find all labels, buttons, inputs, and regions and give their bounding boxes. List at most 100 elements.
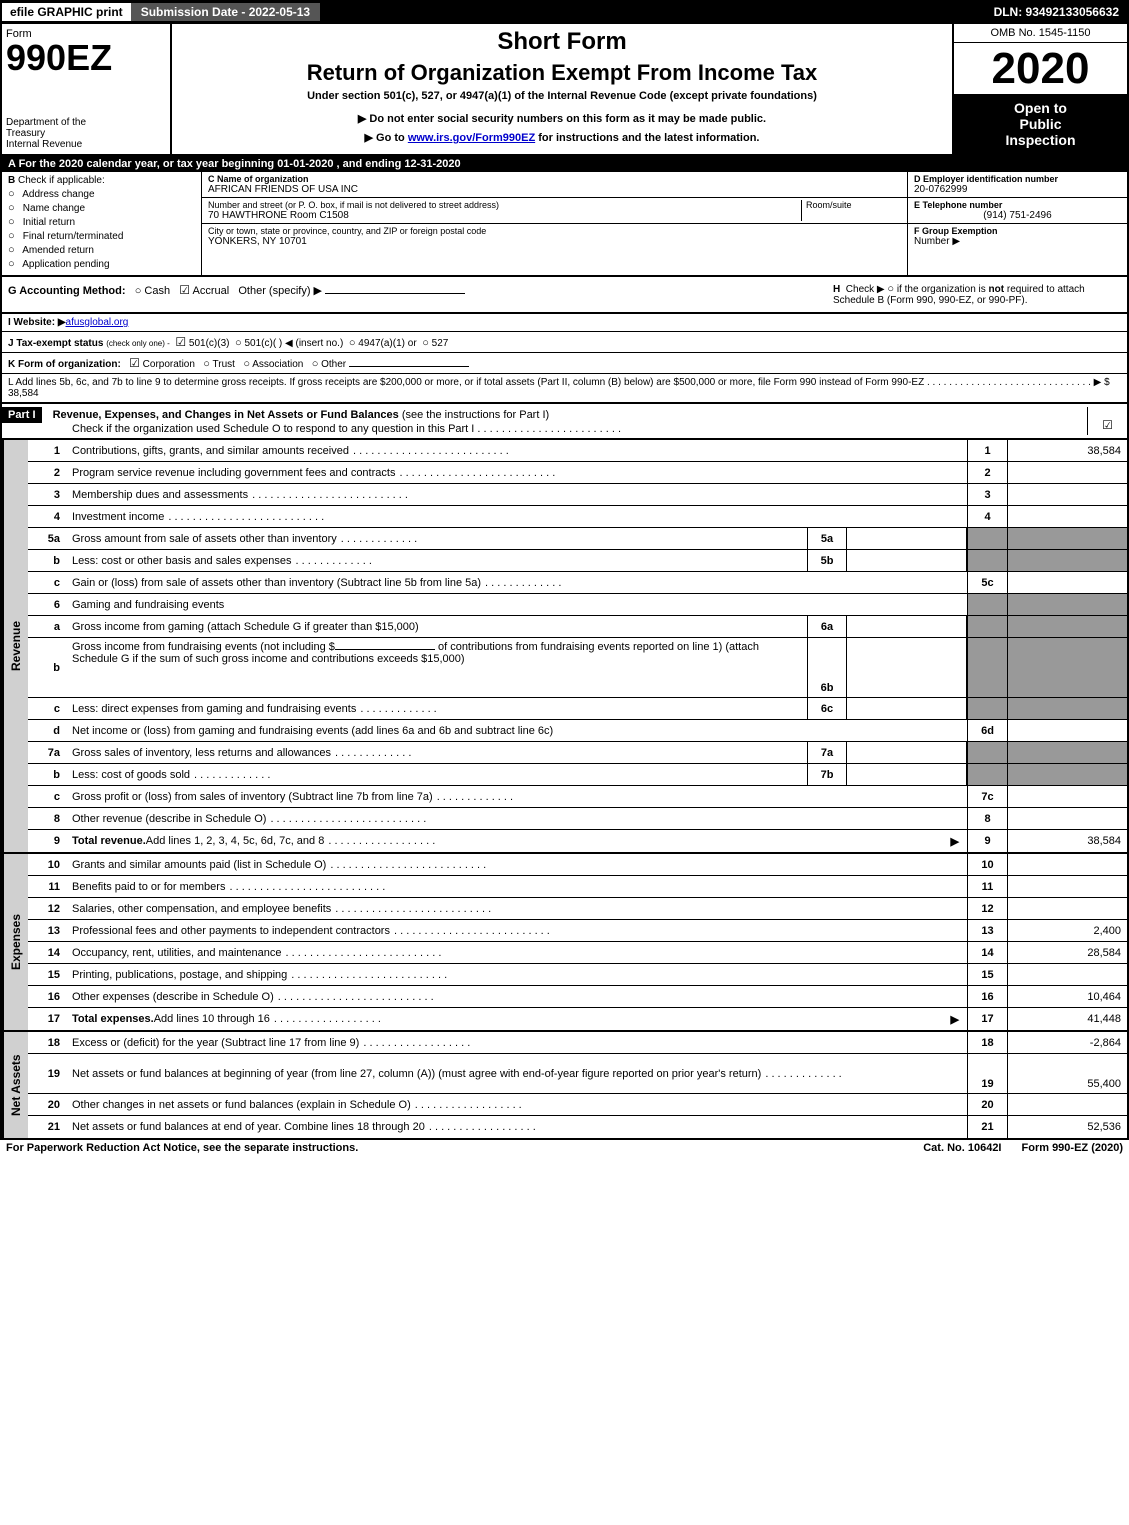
page-footer: For Paperwork Reduction Act Notice, see … [0, 1140, 1129, 1156]
line-i-website: I Website: ▶afusglobal.org [0, 314, 1129, 332]
omb-number: OMB No. 1545-1150 [954, 24, 1127, 43]
row-9: 9 Total revenue. Add lines 1, 2, 3, 4, 5… [28, 830, 1127, 852]
revenue-label: Revenue [2, 440, 28, 852]
right-info-column: D Employer identification number 20-0762… [907, 172, 1127, 275]
cb-527[interactable] [422, 338, 429, 349]
val-13: 2,400 [1007, 920, 1127, 941]
expenses-label: Expenses [2, 854, 28, 1030]
row-14: 14 Occupancy, rent, utilities, and maint… [28, 942, 1127, 964]
main-title: Return of Organization Exempt From Incom… [180, 60, 944, 86]
efile-print-label[interactable]: efile GRAPHIC print [2, 3, 131, 21]
cb-cash[interactable] [135, 285, 142, 297]
accounting-method: G Accounting Method: Cash Accrual Other … [2, 277, 827, 312]
irs-link[interactable]: www.irs.gov/Form990EZ [408, 132, 535, 144]
section-gh: G Accounting Method: Cash Accrual Other … [0, 277, 1129, 314]
row-20: 20 Other changes in net assets or fund b… [28, 1094, 1127, 1116]
row-15: 15 Printing, publications, postage, and … [28, 964, 1127, 986]
val-9: 38,584 [1007, 830, 1127, 852]
section-b: B Check if applicable: Address change Na… [0, 172, 1129, 277]
submission-date: Submission Date - 2022-05-13 [131, 3, 320, 21]
part-i-header: Part I Revenue, Expenses, and Changes in… [0, 404, 1129, 440]
val-1: 38,584 [1007, 440, 1127, 461]
form-number: 990EZ [6, 40, 166, 76]
org-name: AFRICAN FRIENDS OF USA INC [208, 184, 901, 195]
gross-receipts-amount: 38,584 [8, 388, 39, 399]
tax-year: 2020 [954, 43, 1127, 94]
header-right: OMB No. 1545-1150 2020 Open to Public In… [952, 24, 1127, 154]
header-center: Short Form Return of Organization Exempt… [172, 24, 952, 154]
row-12: 12 Salaries, other compensation, and emp… [28, 898, 1127, 920]
form-footer-ref: Form 990-EZ (2020) [1022, 1142, 1124, 1154]
row-1: 1 Contributions, gifts, grants, and simi… [28, 440, 1127, 462]
row-10: 10 Grants and similar amounts paid (list… [28, 854, 1127, 876]
row-5b: b Less: cost or other basis and sales ex… [28, 550, 1127, 572]
cb-other[interactable] [312, 359, 319, 370]
val-14: 28,584 [1007, 942, 1127, 963]
row-7b: b Less: cost of goods sold. . . . . . . … [28, 764, 1127, 786]
schedule-b-check: H Check ▶ if the organization is not req… [827, 277, 1127, 312]
cb-trust[interactable] [203, 359, 210, 370]
line-k-org-form: K Form of organization: Corporation Trus… [0, 353, 1129, 374]
row-19: 19 Net assets or fund balances at beginn… [28, 1054, 1127, 1094]
row-7a: 7a Gross sales of inventory, less return… [28, 742, 1127, 764]
form-header: Form 990EZ Department of the Treasury In… [0, 24, 1129, 156]
val-16: 10,464 [1007, 986, 1127, 1007]
val-18: -2,864 [1007, 1032, 1127, 1053]
short-form-title: Short Form [180, 28, 944, 56]
cb-final-return[interactable]: Final return/terminated [8, 230, 195, 242]
department-text: Department of the Treasury Internal Reve… [6, 117, 166, 150]
line-j-tax-exempt: J Tax-exempt status (check only one) - 5… [0, 332, 1129, 353]
row-6a: a Gross income from gaming (attach Sched… [28, 616, 1127, 638]
net-assets-label: Net Assets [2, 1032, 28, 1138]
ein: 20-0762999 [914, 184, 1121, 195]
public-inspection-box: Open to Public Inspection [954, 94, 1127, 154]
cb-501c[interactable] [235, 338, 242, 349]
cb-schedule-o-part-i[interactable] [1102, 418, 1113, 432]
cb-4947[interactable] [349, 338, 356, 349]
street-address: 70 HAWTHRONE Room C1508 [208, 210, 801, 221]
header-left: Form 990EZ Department of the Treasury In… [2, 24, 172, 154]
dln-number: DLN: 93492133056632 [986, 3, 1127, 21]
line-a-period: A For the 2020 calendar year, or tax yea… [0, 156, 1129, 172]
row-6d: d Net income or (loss) from gaming and f… [28, 720, 1127, 742]
line-l-gross-receipts: L Add lines 5b, 6c, and 7b to line 9 to … [0, 374, 1129, 404]
row-11: 11 Benefits paid to or for members. . . … [28, 876, 1127, 898]
cb-address-change[interactable]: Address change [8, 188, 195, 200]
cb-initial-return[interactable]: Initial return [8, 216, 195, 228]
row-13: 13 Professional fees and other payments … [28, 920, 1127, 942]
warn-line: ▶ Do not enter social security numbers o… [180, 112, 944, 125]
cb-application-pending[interactable]: Application pending [8, 258, 195, 270]
revenue-section: Revenue 1 Contributions, gifts, grants, … [0, 440, 1129, 854]
city-state-zip: YONKERS, NY 10701 [208, 236, 901, 247]
row-3: 3 Membership dues and assessments. . . .… [28, 484, 1127, 506]
catalog-number: Cat. No. 10642I [923, 1142, 1001, 1154]
website-link[interactable]: afusglobal.org [66, 317, 129, 328]
cb-amended-return[interactable]: Amended return [8, 244, 195, 256]
goto-line: ▶ Go to www.irs.gov/Form990EZ for instru… [180, 131, 944, 144]
top-bar: efile GRAPHIC print Submission Date - 20… [0, 0, 1129, 24]
telephone: (914) 751-2496 [914, 210, 1121, 221]
row-8: 8 Other revenue (describe in Schedule O)… [28, 808, 1127, 830]
row-18: 18 Excess or (deficit) for the year (Sub… [28, 1032, 1127, 1054]
row-6c: c Less: direct expenses from gaming and … [28, 698, 1127, 720]
row-7c: c Gross profit or (loss) from sales of i… [28, 786, 1127, 808]
cb-association[interactable] [243, 359, 250, 370]
val-19: 55,400 [1007, 1054, 1127, 1093]
row-6: 6 Gaming and fundraising events [28, 594, 1127, 616]
cb-accrual[interactable] [179, 285, 190, 297]
val-21: 52,536 [1007, 1116, 1127, 1138]
part-i-badge: Part I [2, 407, 42, 423]
cb-501c3[interactable] [175, 338, 186, 349]
row-6b: b Gross income from fundraising events (… [28, 638, 1127, 698]
cb-name-change[interactable]: Name change [8, 202, 195, 214]
cb-corporation[interactable] [129, 359, 140, 370]
net-assets-section: Net Assets 18 Excess or (deficit) for th… [0, 1032, 1129, 1140]
row-16: 16 Other expenses (describe in Schedule … [28, 986, 1127, 1008]
row-17: 17 Total expenses. Add lines 10 through … [28, 1008, 1127, 1030]
row-4: 4 Investment income. . . . . . . . . . .… [28, 506, 1127, 528]
subtitle: Under section 501(c), 527, or 4947(a)(1)… [180, 90, 944, 102]
row-21: 21 Net assets or fund balances at end of… [28, 1116, 1127, 1138]
row-2: 2 Program service revenue including gove… [28, 462, 1127, 484]
row-5c: c Gain or (loss) from sale of assets oth… [28, 572, 1127, 594]
paperwork-notice: For Paperwork Reduction Act Notice, see … [6, 1142, 903, 1154]
